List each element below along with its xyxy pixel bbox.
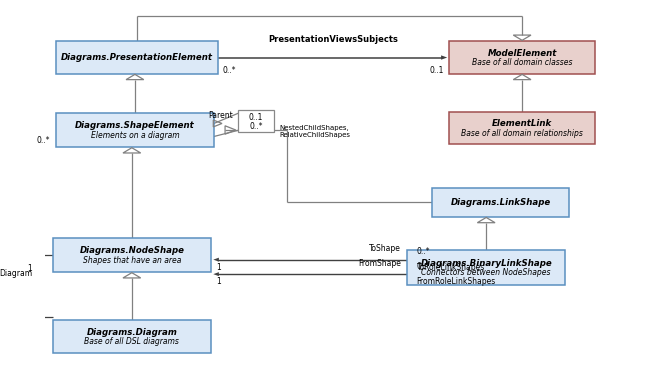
Text: ToRoleLinkShapes: ToRoleLinkShapes [416, 262, 485, 272]
FancyBboxPatch shape [56, 113, 214, 147]
Text: ToShape: ToShape [369, 244, 401, 253]
Text: 0..1: 0..1 [249, 113, 263, 122]
Text: FromRoleLinkShapes: FromRoleLinkShapes [416, 277, 496, 286]
Text: Diagram: Diagram [0, 269, 33, 278]
Polygon shape [34, 317, 41, 320]
Text: 0..*: 0..* [36, 136, 50, 145]
Text: Diagrams.BinaryLinkShape: Diagrams.BinaryLinkShape [420, 259, 552, 268]
FancyBboxPatch shape [56, 41, 218, 74]
Text: 1: 1 [216, 277, 220, 286]
Text: ModelElement: ModelElement [488, 49, 557, 58]
Text: Base of all domain relationships: Base of all domain relationships [461, 128, 583, 138]
FancyBboxPatch shape [432, 188, 569, 217]
Text: Diagrams.ShapeElement: Diagrams.ShapeElement [75, 121, 194, 130]
Text: Parent: Parent [208, 111, 233, 120]
Text: 0..*: 0..* [249, 122, 263, 131]
FancyBboxPatch shape [450, 41, 595, 74]
FancyBboxPatch shape [407, 250, 565, 285]
Text: Base of all domain classes: Base of all domain classes [472, 58, 572, 67]
Text: 0..*: 0..* [223, 65, 236, 74]
Text: Diagrams.Diagram: Diagrams.Diagram [87, 328, 177, 337]
Text: Shapes that have an area: Shapes that have an area [83, 255, 181, 265]
Text: 1: 1 [28, 264, 33, 273]
Text: Base of all DSL diagrams: Base of all DSL diagrams [85, 337, 179, 346]
Polygon shape [213, 272, 219, 276]
Polygon shape [441, 55, 448, 60]
Text: PresentationViewsSubjects: PresentationViewsSubjects [268, 35, 398, 44]
Text: Diagrams.PresentationElement: Diagrams.PresentationElement [61, 53, 212, 62]
Text: 0..1: 0..1 [430, 65, 444, 74]
Text: Diagrams.LinkShape: Diagrams.LinkShape [450, 198, 551, 207]
Text: Connectors between NodeShapes: Connectors between NodeShapes [422, 268, 551, 277]
Text: ElementLink: ElementLink [492, 119, 552, 128]
FancyBboxPatch shape [53, 320, 211, 353]
Text: 0..*: 0..* [416, 247, 430, 256]
Text: Diagrams.NodeShape: Diagrams.NodeShape [79, 246, 184, 255]
Text: Elements on a diagram: Elements on a diagram [91, 131, 179, 140]
Text: FromShape: FromShape [358, 259, 401, 268]
Text: 0..*: 0..* [416, 261, 430, 270]
Text: NestedChildShapes,
RelativeChildShapes: NestedChildShapes, RelativeChildShapes [279, 125, 350, 138]
FancyBboxPatch shape [450, 112, 595, 145]
Polygon shape [213, 258, 219, 262]
Text: 1: 1 [216, 262, 220, 272]
FancyBboxPatch shape [53, 238, 211, 272]
FancyBboxPatch shape [238, 110, 274, 132]
